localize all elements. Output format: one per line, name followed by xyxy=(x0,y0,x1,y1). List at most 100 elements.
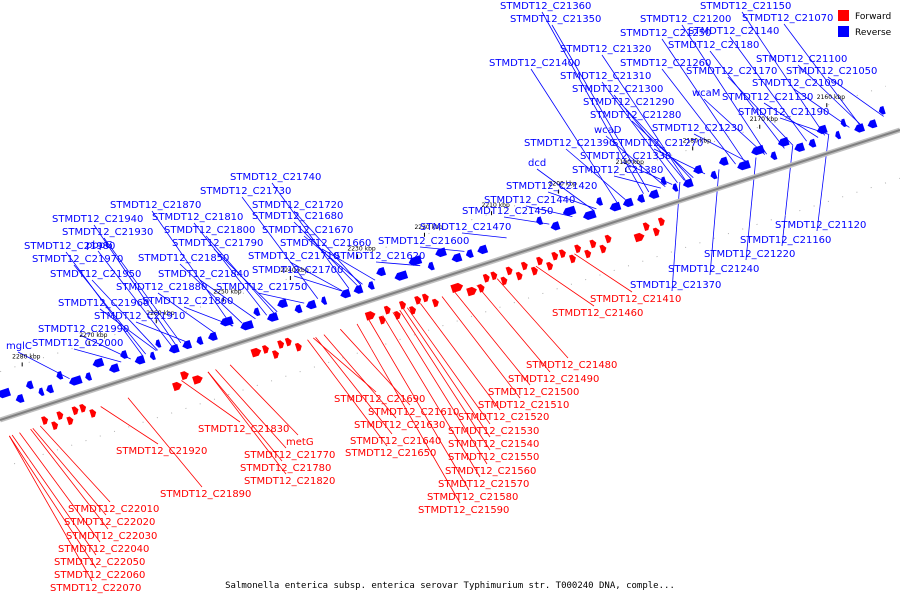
forward-gene-arrow xyxy=(294,342,302,352)
reverse-gene-arrow xyxy=(38,387,45,396)
forward-gene-arrow xyxy=(399,300,406,310)
leader-line xyxy=(729,36,807,142)
forward-gene-arrow xyxy=(66,416,74,426)
reverse-gene-label: STMDT12_C21400 xyxy=(489,58,580,69)
leader-lines xyxy=(8,11,884,582)
forward-gene-arrow xyxy=(569,254,576,264)
reverse-gene-arrow xyxy=(267,312,279,322)
leader-line xyxy=(303,235,363,285)
forward-gene-arrow xyxy=(505,266,513,276)
reverse-gene-label: STMDT12_C21350 xyxy=(510,14,601,25)
reverse-gene-label: STMDT12_C21740 xyxy=(230,172,321,183)
reverse-gene-label: STMDT12_C21840 xyxy=(158,269,249,280)
reverse-gene-arrow xyxy=(682,178,694,188)
leader-line xyxy=(535,265,595,307)
reverse-gene-arrow xyxy=(253,307,261,317)
leader-line xyxy=(441,296,521,399)
tick-label: 2280 kbp xyxy=(12,353,40,360)
forward-gene-arrow xyxy=(546,261,554,271)
forward-gene-arrow xyxy=(530,266,538,276)
reverse-gene-arrow xyxy=(168,344,180,354)
reverse-gene-arrow xyxy=(867,119,878,129)
tick-label: 2170 kbp xyxy=(750,116,778,123)
leader-line xyxy=(536,168,594,211)
forward-gene-arrow xyxy=(500,276,508,286)
reverse-gene-label: STMDT12_C21360 xyxy=(500,1,591,12)
forward-gene-label: STMDT12_C21640 xyxy=(350,436,441,447)
forward-gene-arrow xyxy=(383,305,391,315)
forward-gene-label: STMDT12_C21820 xyxy=(244,476,335,487)
reverse-gene-arrow xyxy=(92,357,105,368)
reverse-gene-label: STMDT12_C21330 xyxy=(580,151,671,162)
leader-line xyxy=(613,175,661,189)
leader-line xyxy=(229,364,299,436)
forward-gene-arrow xyxy=(284,337,292,347)
forward-gene-label: STMDT12_C22020 xyxy=(64,517,155,528)
reverse-gene-label: STMDT12_C21140 xyxy=(688,26,779,37)
reverse-gene-label: STMDT12_C21250 xyxy=(620,28,711,39)
reverse-gene-label: STMDT12_C21150 xyxy=(700,1,791,12)
forward-gene-arrow xyxy=(477,284,485,293)
reverse-gene-label: STMDT12_C21720 xyxy=(252,200,343,211)
leader-line xyxy=(315,336,393,435)
reverse-gene-arrow xyxy=(427,261,435,271)
forward-gene-label: STMDT12_C21490 xyxy=(508,374,599,385)
leader-line xyxy=(271,182,350,289)
reverse-gene-label: STMDT12_C21850 xyxy=(138,253,229,264)
forward-gene-arrow xyxy=(89,409,97,418)
leader-line xyxy=(781,145,794,247)
reverse-gene-label: STMDT12_C21470 xyxy=(420,222,511,233)
reverse-gene-arrow xyxy=(693,164,703,174)
reverse-gene-arrow xyxy=(583,209,597,220)
forward-gene-label: STMDT12_C21890 xyxy=(160,489,251,500)
forward-gene-label: STMDT12_C21770 xyxy=(244,450,335,461)
forward-gene-arrow xyxy=(277,340,285,349)
reverse-gene-label: STMDT12_C21860 xyxy=(142,296,233,307)
tick-label: 2160 kbp xyxy=(817,94,845,101)
legend-forward-label: Forward xyxy=(855,12,891,22)
reverse-gene-arrow xyxy=(306,299,317,310)
reverse-gene-label: STMDT12_C21870 xyxy=(110,200,201,211)
forward-gene-label: STMDT12_C21410 xyxy=(590,294,681,305)
leader-line xyxy=(547,191,597,210)
reverse-gene-label: wcaM xyxy=(692,88,720,99)
reverse-gene-label: STMDT12_C21680 xyxy=(252,211,343,222)
forward-gene-label: STMDT12_C21570 xyxy=(438,479,529,490)
leader-line xyxy=(551,24,650,193)
leader-line xyxy=(624,107,691,179)
leader-line xyxy=(181,380,241,423)
leader-line xyxy=(215,369,287,449)
reverse-gene-label: STMDT12_C21440 xyxy=(484,195,575,206)
leader-line xyxy=(30,428,109,530)
forward-gene-arrow xyxy=(633,232,645,243)
leader-line xyxy=(323,334,397,419)
forward-gene-arrow xyxy=(71,406,79,416)
leader-line xyxy=(661,38,745,162)
forward-gene-label: STMDT12_C22060 xyxy=(54,570,145,581)
map-caption: Salmonella enterica subsp. enterica sero… xyxy=(225,581,675,591)
reverse-gene-label: STMDT12_C21730 xyxy=(200,186,291,197)
leader-line xyxy=(406,307,491,425)
reverse-gene-label: STMDT12_C21300 xyxy=(572,84,663,95)
reverse-gene-arrow xyxy=(770,151,778,160)
reverse-gene-arrow xyxy=(46,384,54,394)
forward-gene-arrow xyxy=(652,227,660,237)
reverse-gene-arrow xyxy=(0,387,11,399)
leader-line xyxy=(525,205,573,217)
legend-forward-swatch xyxy=(838,10,849,21)
reverse-gene-label: wcaD xyxy=(594,125,622,136)
forward-gene-arrow xyxy=(466,286,477,297)
leader-line xyxy=(727,76,794,146)
forward-gene-arrow xyxy=(482,273,490,283)
forward-gene-arrow xyxy=(558,249,566,258)
forward-gene-label: STMDT12_C21630 xyxy=(354,420,445,431)
forward-gene-arrow xyxy=(250,347,262,358)
reverse-gene-arrow xyxy=(777,137,790,147)
reverse-gene-label: STMDT12_C21220 xyxy=(704,249,795,260)
tick-label: 2210 kbp xyxy=(482,202,510,209)
reverse-gene-arrow xyxy=(816,124,828,135)
tick-label: 2240 kbp xyxy=(280,267,308,274)
leader-line xyxy=(241,196,319,299)
reverse-gene-arrow xyxy=(208,331,218,341)
reverse-gene-label: STMDT12_C21670 xyxy=(262,225,353,236)
